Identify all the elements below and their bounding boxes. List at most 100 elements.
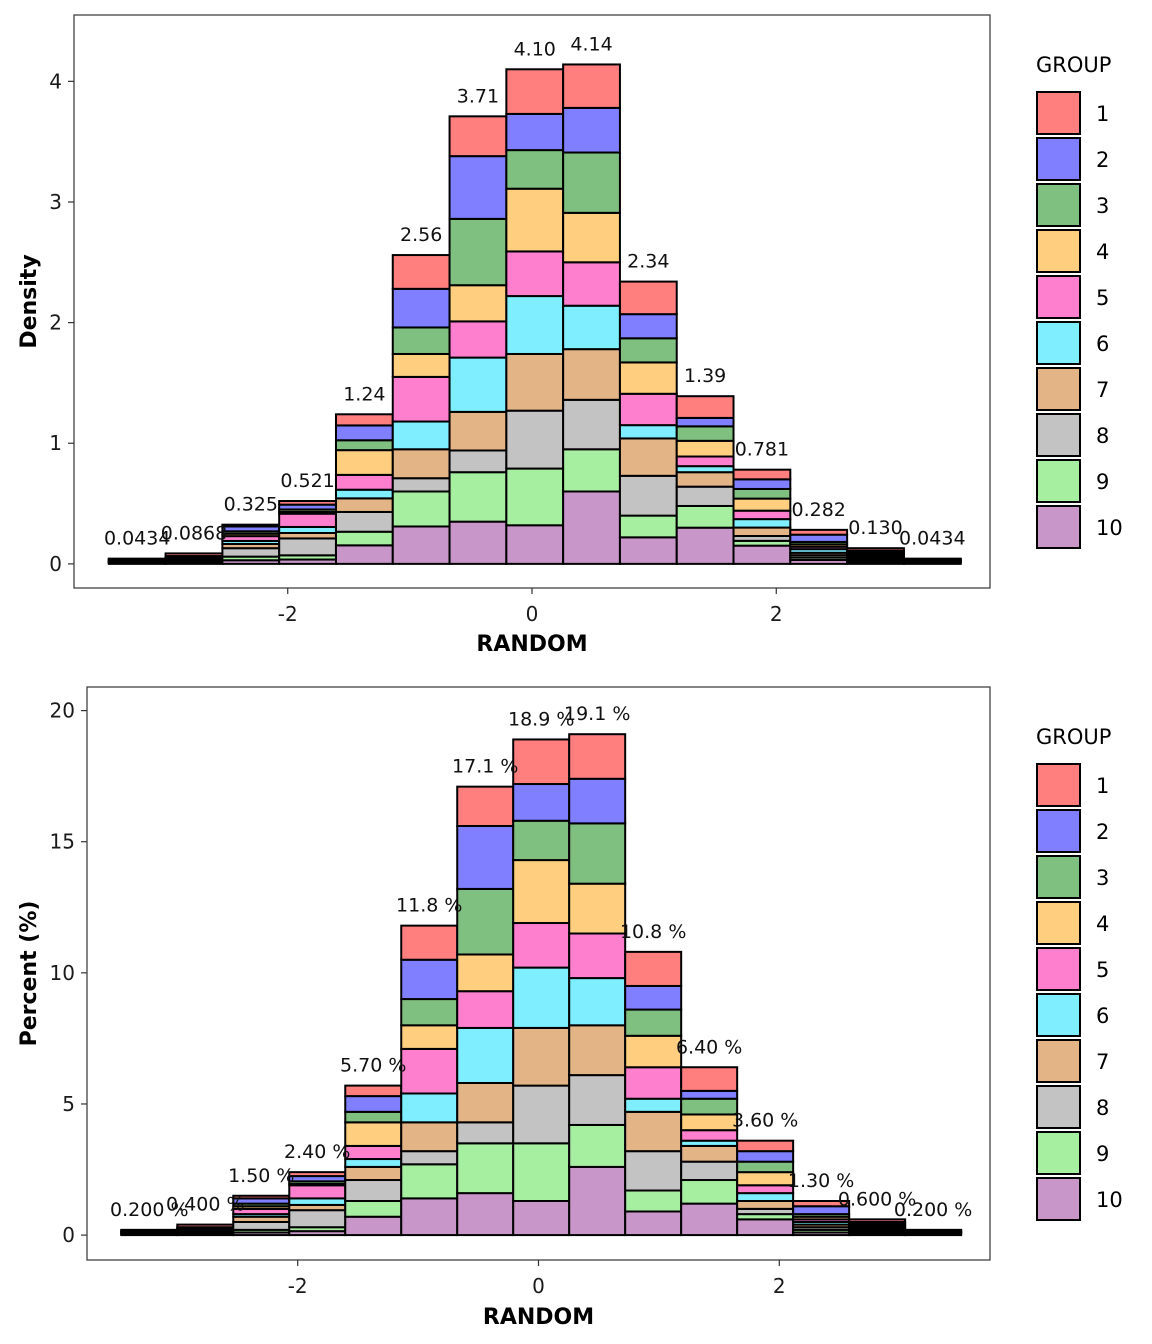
y-tick-label: 2 — [49, 311, 62, 335]
bar-segment-bin5-group5 — [334, 473, 394, 491]
bar-value-label: 18.9 % — [508, 708, 574, 730]
x-axis-title: RANDOM — [483, 1305, 594, 1330]
bars-group — [120, 733, 963, 1237]
bar-segment-bin9-group8 — [562, 398, 621, 451]
legend-swatch-group7 — [1036, 367, 1081, 411]
bar-segment-bin9-group4 — [568, 882, 627, 935]
bar-segment-bin5-group6 — [334, 488, 394, 500]
y-tick-label: 4 — [49, 69, 62, 93]
bar-segment-bin11-group2 — [675, 416, 735, 428]
x-tick-label: -2 — [288, 1274, 308, 1298]
legend-label-group8: 8 — [1096, 1096, 1109, 1120]
bar-segment-bin6-group7 — [400, 1121, 459, 1153]
bar-segment-bin6-group4 — [391, 352, 451, 378]
bar-value-label: 0.0434 — [104, 528, 170, 550]
y-tick-label: 1 — [49, 431, 62, 455]
bar-segment-bin6-group6 — [391, 420, 451, 451]
legend-swatch-group4 — [1036, 901, 1081, 945]
legend-swatch-group6 — [1036, 993, 1081, 1037]
bar-segment-bin11-group3 — [680, 1097, 739, 1116]
bar-segment-bin3-group1 — [221, 523, 281, 528]
legend-swatch-group10 — [1036, 1177, 1081, 1221]
bar-segment-bin7-group6 — [448, 356, 508, 413]
bar-segment-bin12-group10 — [736, 1218, 795, 1237]
bar-value-label: 0.400 % — [166, 1194, 245, 1216]
bar-segment-bin3-group8 — [232, 1220, 291, 1231]
bar-segment-bin11-group4 — [675, 439, 735, 458]
bar-value-label: 4.10 — [514, 38, 556, 60]
y-tick-label: 3 — [49, 190, 62, 214]
bar-segment-bin5-group10 — [334, 544, 394, 565]
bar-segment-bin9-group1 — [568, 733, 627, 780]
bar-segment-bin12-group2 — [736, 1150, 795, 1163]
y-tick-label: 0 — [49, 552, 62, 576]
bar-segment-bin12-group6 — [732, 518, 792, 529]
bar-segment-bin5-group2 — [344, 1095, 403, 1113]
bar-segment-bin11-group5 — [680, 1129, 739, 1142]
bar-value-label: 0.200 % — [894, 1199, 973, 1221]
bar-segment-bin14-group1 — [846, 547, 905, 552]
bar-segment-bin9-group3 — [562, 151, 621, 214]
bar-segment-bin12-group7 — [736, 1199, 795, 1210]
bar-segment-bin15-group1 — [904, 1228, 963, 1232]
bar-value-label: 2.40 % — [284, 1141, 350, 1163]
bar-segment-bin12-group3 — [732, 487, 792, 500]
bar-segment-bin10-group7 — [618, 437, 678, 477]
bar-segment-bin6-group4 — [400, 1024, 459, 1050]
bar-segment-bin10-group10 — [618, 536, 678, 565]
percent-histogram-panel: 0.200 %0.400 %1.50 %2.40 %5.70 %11.8 %17… — [17, 686, 1123, 1330]
x-tick-label: 2 — [770, 602, 783, 626]
bar-segment-bin12-group7 — [732, 526, 792, 538]
bar-value-label: 0.0868 — [161, 522, 227, 544]
bar-segment-bin7-group4 — [456, 953, 515, 993]
bar-segment-bin2-group1 — [164, 552, 224, 558]
legend-label-group7: 7 — [1096, 378, 1109, 402]
bar-segment-bin9-group9 — [562, 448, 621, 493]
bar-segment-bin6-group10 — [400, 1197, 459, 1237]
bar-segment-bin12-group4 — [736, 1171, 795, 1187]
y-axis-title: Density — [17, 254, 42, 348]
bar-segment-bin9-group2 — [568, 777, 627, 825]
x-axis-title: RANDOM — [476, 632, 587, 657]
bar-segment-bin8-group5 — [505, 250, 565, 298]
bar-segment-bin9-group10 — [562, 490, 621, 565]
bar-segment-bin6-group1 — [400, 924, 459, 961]
legend-swatch-group5 — [1036, 947, 1081, 991]
bar-value-label: 0.130 — [848, 517, 902, 539]
y-tick-label: 0 — [62, 1223, 75, 1247]
bar-segment-bin5-group8 — [334, 510, 394, 533]
bar-segment-bin9-group9 — [568, 1123, 627, 1168]
bar-segment-bin5-group2 — [334, 424, 394, 442]
bar-segment-bin9-group7 — [562, 348, 621, 401]
legend-swatch-group9 — [1036, 1131, 1081, 1175]
legend-swatch-group6 — [1036, 321, 1081, 365]
legend-label-group10: 10 — [1096, 516, 1123, 540]
y-tick-label: 15 — [50, 830, 75, 854]
bar-segment-bin11-group3 — [675, 425, 735, 442]
bar-segment-bin5-group5 — [344, 1144, 403, 1161]
bar-segment-bin9-group1 — [562, 63, 621, 109]
legend-swatch-group8 — [1036, 413, 1081, 457]
bar-segment-bin7-group6 — [456, 1026, 515, 1084]
y-tick-label: 20 — [50, 699, 75, 723]
bar-segment-bin8-group8 — [512, 1084, 571, 1145]
bar-value-label: 4.14 — [570, 33, 612, 55]
bar-segment-bin5-group4 — [344, 1121, 403, 1147]
bar-value-label: 10.8 % — [620, 921, 686, 943]
bar-segment-bin4-group5 — [278, 512, 337, 528]
bar-value-label: 11.8 % — [396, 895, 462, 917]
legend-label-group3: 3 — [1096, 194, 1109, 218]
bar-segment-bin7-group1 — [456, 785, 515, 827]
bar-segment-bin8-group1 — [505, 68, 565, 115]
bar-segment-bin13-group1 — [792, 1199, 851, 1208]
bar-segment-bin7-group9 — [448, 471, 508, 523]
bar-segment-bin9-group10 — [568, 1165, 627, 1237]
bar-segment-bin7-group5 — [448, 320, 508, 359]
bar-segment-bin10-group6 — [624, 1097, 683, 1113]
bar-segment-bin1-group1 — [120, 1228, 179, 1232]
bar-segment-bin9-group3 — [568, 822, 627, 885]
bar-segment-bin9-group4 — [562, 211, 621, 264]
bar-segment-bin10-group8 — [618, 474, 678, 517]
bar-segment-bin6-group9 — [400, 1163, 459, 1200]
bar-segment-bin10-group10 — [624, 1210, 683, 1237]
